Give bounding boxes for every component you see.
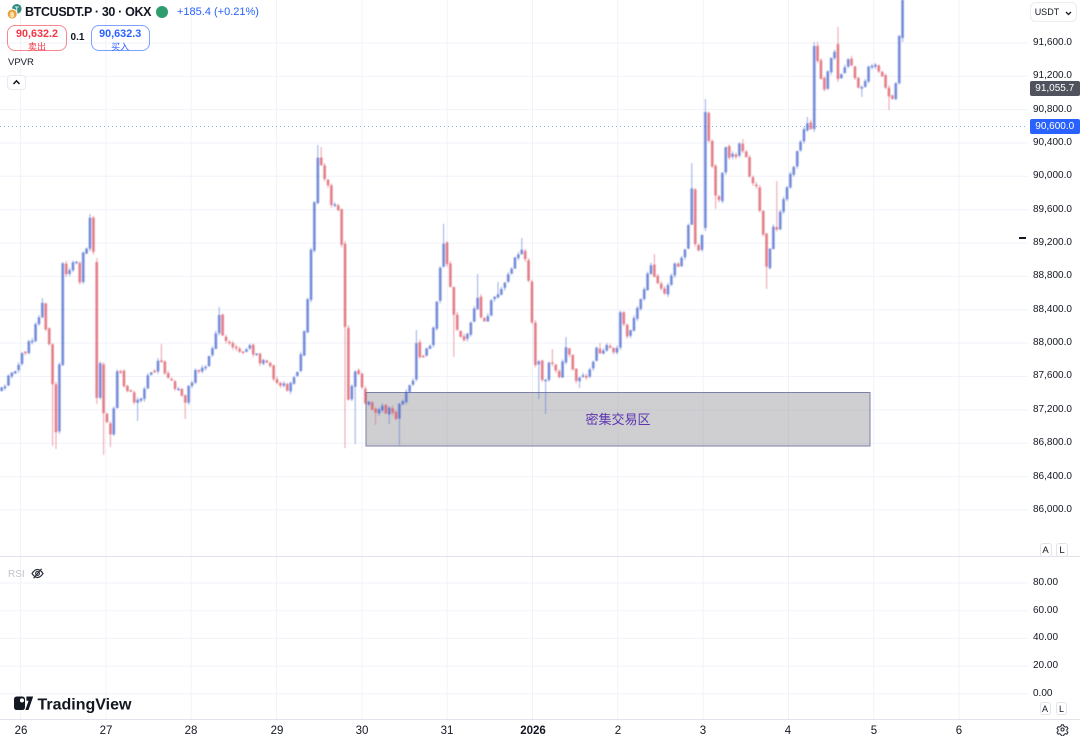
svg-text:TradingView: TradingView — [38, 696, 133, 713]
svg-text:T: T — [15, 7, 20, 14]
svg-text:密集交易区: 密集交易区 — [585, 412, 650, 427]
svg-text:฿: ฿ — [10, 11, 15, 19]
